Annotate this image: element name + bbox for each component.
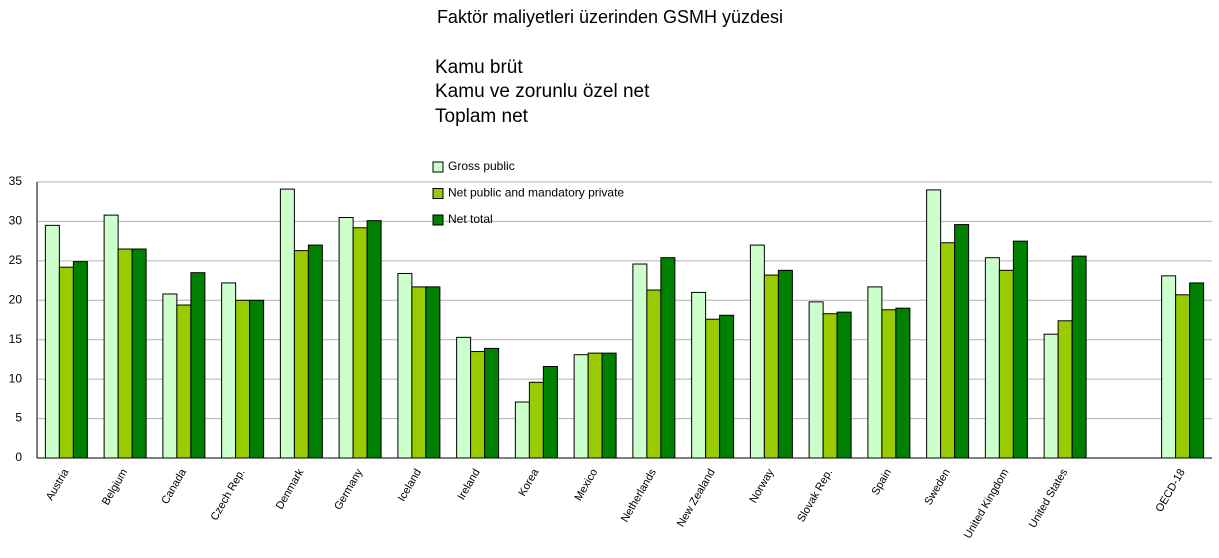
bar [117,248,133,459]
x-tick-label: Denmark [274,467,307,512]
bar [1161,275,1177,459]
bar [895,307,911,459]
x-tick-label: Canada [159,466,189,506]
x-tick-label: Mexico [572,467,600,503]
bar [425,286,441,459]
bar [397,272,413,459]
bar [719,314,735,459]
bar [235,299,251,459]
bar [338,216,354,459]
bar [190,272,206,459]
bar [293,250,309,459]
bar [484,347,500,459]
bar [822,313,838,459]
x-tick-label: Norway [747,467,776,506]
bar [249,299,265,459]
x-tick-label: Ireland [456,467,483,502]
bar [763,274,779,459]
bar [1012,240,1028,459]
x-tick-label: New Zealand [675,467,718,529]
x-tick-label: Germany [332,467,365,513]
x-tick-label: Belgium [100,467,130,507]
bar [587,352,603,459]
bar [646,289,662,459]
bar [998,269,1014,459]
bar [1071,255,1087,459]
bar [514,401,530,459]
bar [366,220,382,459]
bar [867,286,883,459]
bar [573,354,589,459]
legend-label: Net public and mandatory private [448,186,624,200]
bar [749,244,765,459]
bar [777,269,793,459]
bar [307,244,323,459]
bar [1057,320,1073,459]
x-tick-label: United Kingdom [962,467,1012,541]
bar [470,351,486,459]
bar [103,214,119,459]
chart-title: Faktör maliyetleri üzerinden GSMH yüzdes… [437,7,783,27]
bar [542,366,558,459]
subtitle-line: Kamu ve zorunlu özel net [435,81,650,102]
bar [705,318,721,459]
bar [808,301,824,459]
bar [131,248,147,459]
x-tick-label: Netherlands [619,467,659,525]
x-tick-label: Iceland [396,467,424,504]
bar [691,291,707,459]
y-tick-label: 20 [9,292,23,306]
y-tick-label: 0 [15,450,22,464]
bar [528,381,544,459]
bar [279,188,295,459]
bar [176,304,192,459]
bar [1189,282,1205,459]
legend-label: Net total [448,212,493,226]
bar [984,257,1000,459]
legend-swatch [432,214,444,226]
x-tick-label: Czech Rep. [209,467,248,523]
bar [58,266,74,459]
bar [836,311,852,459]
bar [632,263,648,459]
bar [660,257,676,459]
bar [881,309,897,459]
x-tick-label: Korea [516,466,542,498]
y-tick-label: 10 [9,371,23,385]
bar [601,352,617,459]
x-tick-label: Slovak Rep. [795,467,835,524]
legend-label: Gross public [448,159,515,173]
bar [456,336,472,459]
legend-swatch [432,188,444,199]
x-tick-label: United States [1027,467,1071,531]
bar [926,189,942,459]
bar [221,282,237,459]
bar [411,286,427,459]
bar [1175,294,1191,459]
bar [72,261,88,459]
legend-swatch [432,161,444,173]
x-tick-label: Austria [44,466,72,502]
bar [954,224,970,459]
x-tick-label: OECD-18 [1154,467,1188,514]
subtitle-line: Kamu brüt [435,57,523,78]
x-tick-label: Spain [870,467,894,497]
subtitle-line: Toplam net [435,106,529,127]
y-tick-label: 15 [9,332,23,346]
y-tick-label: 5 [15,411,22,425]
bar [44,224,60,459]
bar [352,227,368,459]
y-tick-label: 35 [9,174,23,188]
bar [940,242,956,459]
bar [162,293,178,459]
bar [1043,333,1059,459]
y-tick-label: 25 [9,253,23,267]
x-tick-label: Sweden [922,467,952,507]
y-tick-label: 30 [9,214,23,228]
